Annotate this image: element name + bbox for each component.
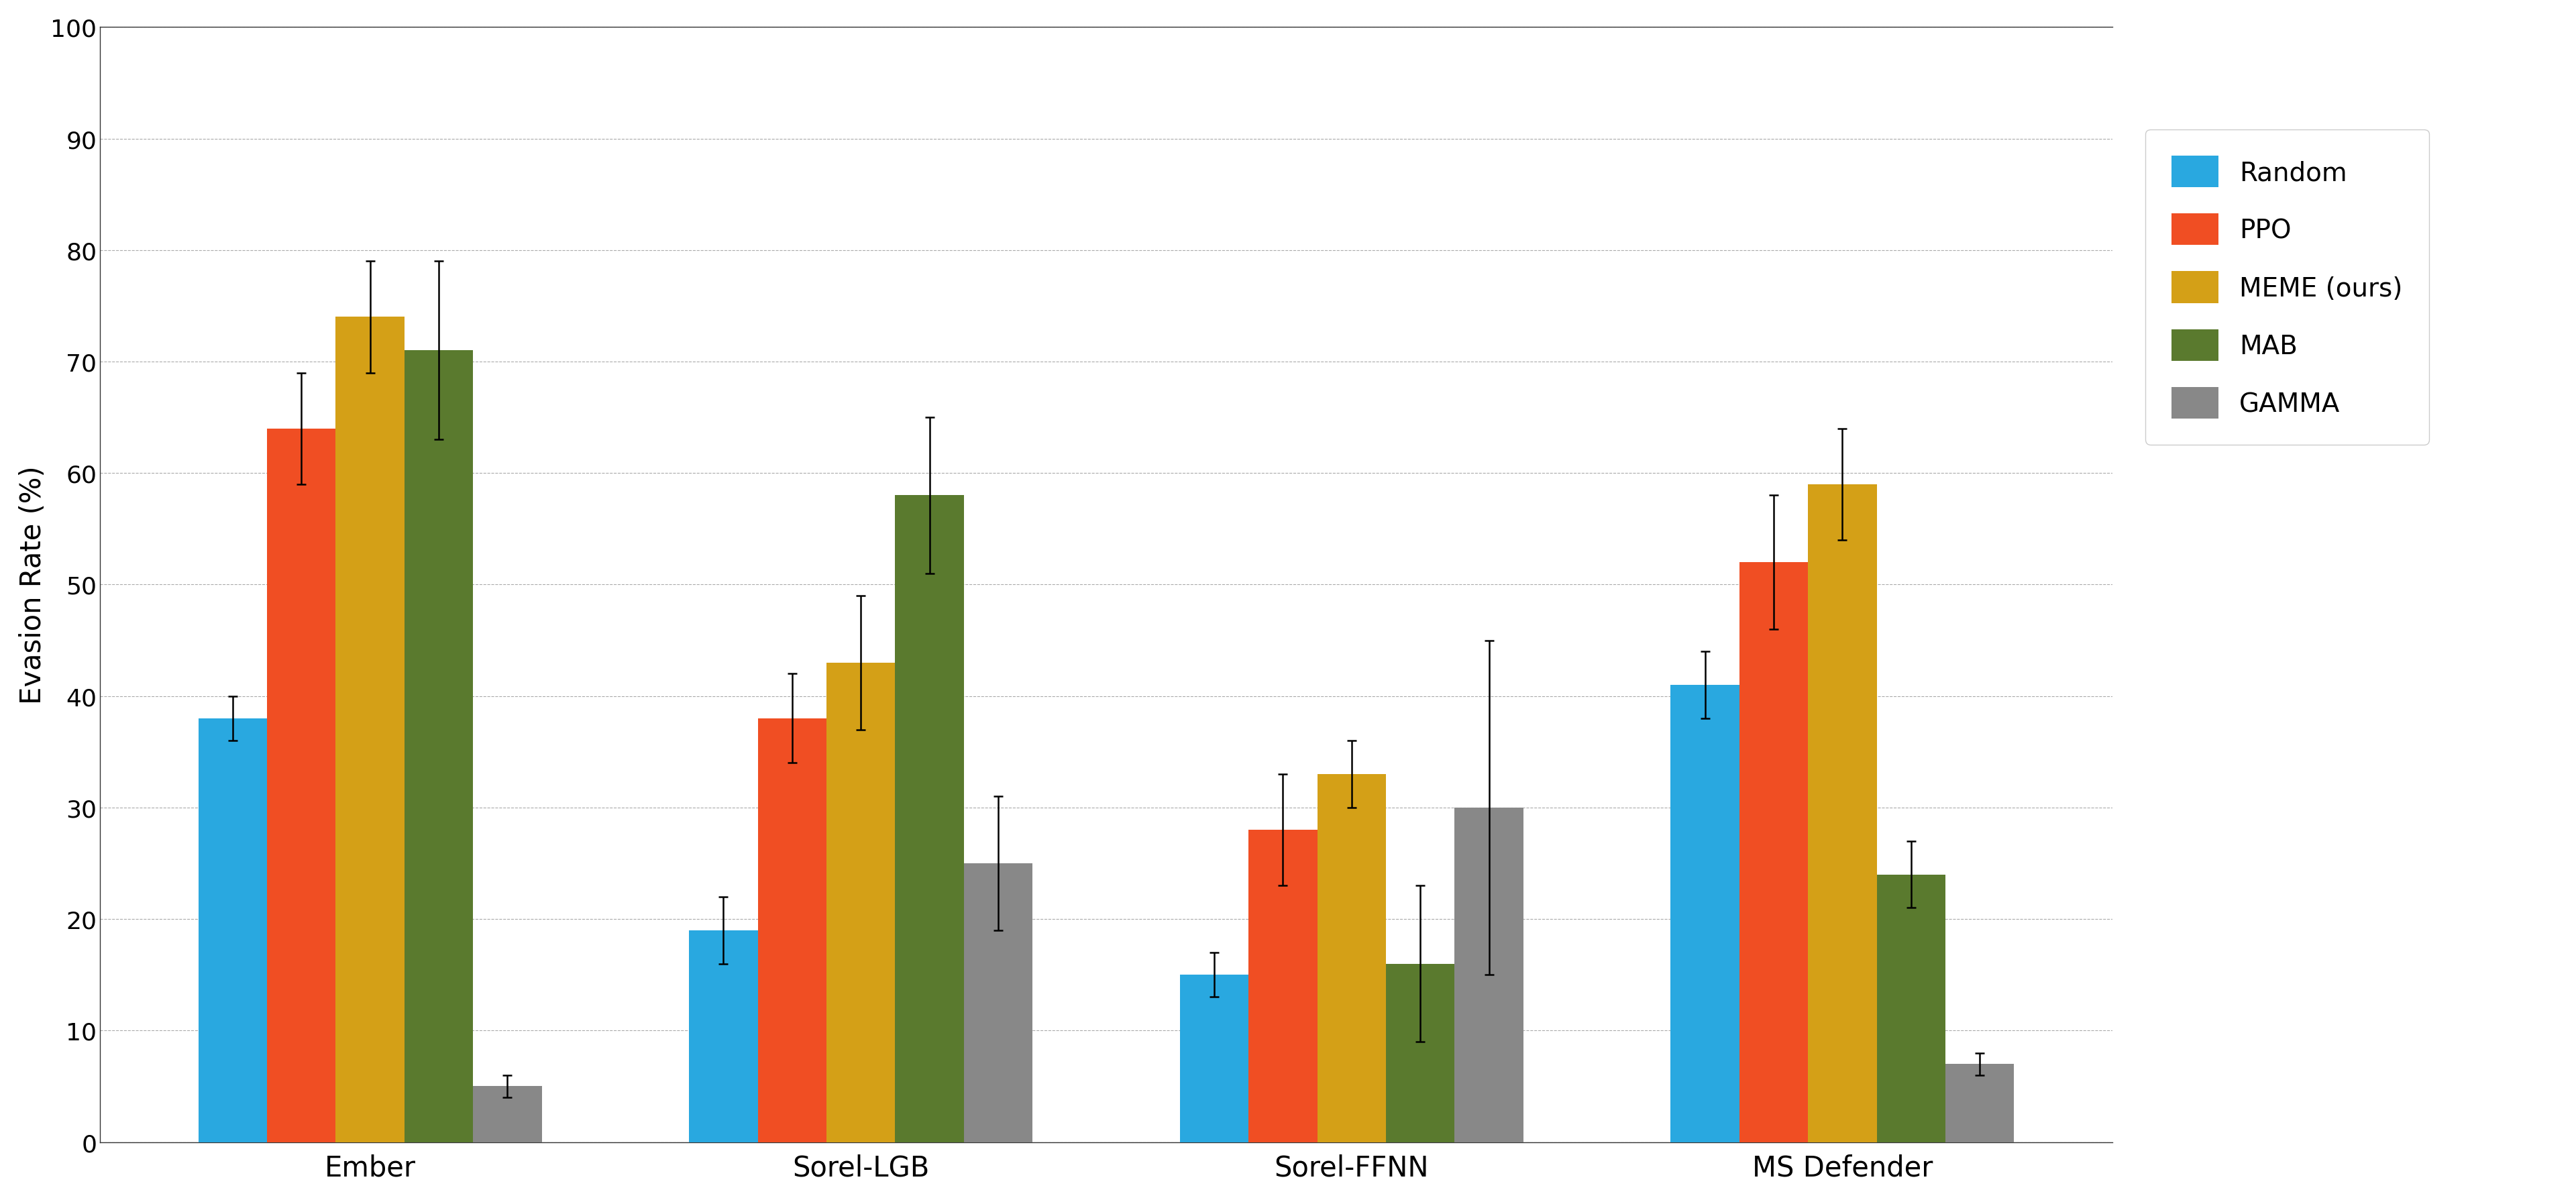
Bar: [1180, 974, 1249, 1142]
Bar: [1316, 774, 1386, 1142]
Bar: [1249, 830, 1316, 1142]
Bar: [757, 719, 827, 1142]
Bar: [1672, 685, 1739, 1142]
Bar: [474, 1086, 541, 1142]
Bar: [198, 719, 268, 1142]
Bar: [1945, 1064, 2014, 1142]
Bar: [268, 428, 335, 1142]
Bar: [1455, 808, 1522, 1142]
Bar: [827, 662, 896, 1142]
Bar: [1739, 563, 1808, 1142]
Legend: Random, PPO, MEME (ours), MAB, GAMMA: Random, PPO, MEME (ours), MAB, GAMMA: [2146, 130, 2429, 445]
Bar: [896, 496, 963, 1142]
Bar: [335, 318, 404, 1142]
Bar: [1808, 485, 1878, 1142]
Y-axis label: Evasion Rate (%): Evasion Rate (%): [18, 466, 46, 704]
Bar: [1878, 875, 1945, 1142]
Bar: [688, 930, 757, 1142]
Bar: [963, 864, 1033, 1142]
Bar: [1386, 964, 1455, 1142]
Bar: [404, 350, 474, 1142]
